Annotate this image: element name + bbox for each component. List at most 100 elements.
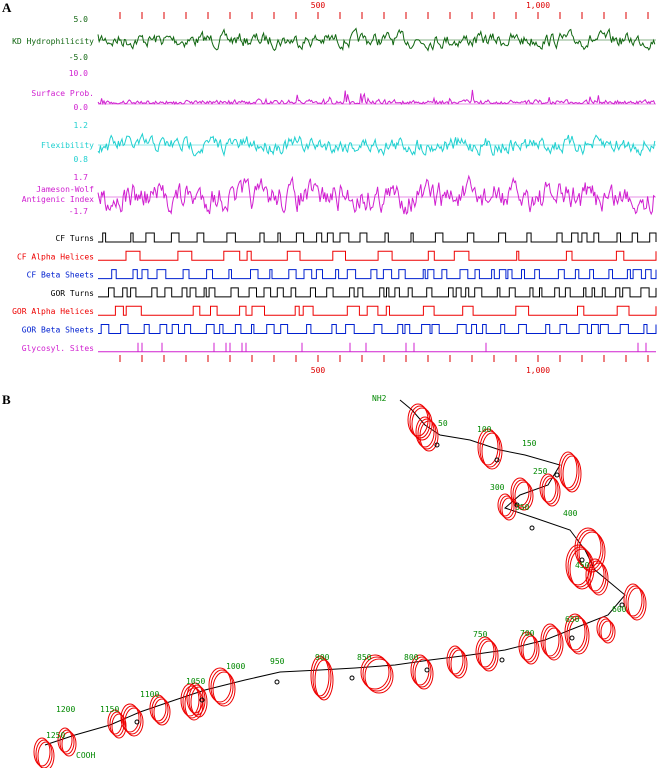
- helix: [562, 455, 582, 493]
- helix: [109, 711, 125, 737]
- track-label: CF Beta Sheets: [27, 271, 95, 280]
- helix: [310, 655, 330, 697]
- residue-label: 650: [565, 615, 580, 624]
- helix: [448, 647, 466, 677]
- scale-min: -1.7: [69, 207, 88, 216]
- axis-label: 1,000: [526, 366, 550, 375]
- helix: [541, 475, 559, 505]
- residue-label: 1050: [186, 677, 205, 686]
- residue-label: 1200: [56, 705, 75, 714]
- helix: [57, 727, 73, 753]
- trace: [97, 174, 656, 216]
- scale-max: 1.7: [74, 173, 89, 182]
- helix: [107, 709, 123, 735]
- helix: [520, 633, 538, 663]
- track-label: Surface Prob.: [31, 89, 94, 98]
- helix: [514, 481, 534, 511]
- structure: [98, 305, 657, 316]
- helix: [111, 713, 127, 739]
- helix: [212, 671, 236, 707]
- panel-label: A: [2, 0, 12, 15]
- helix: [477, 428, 499, 466]
- helix: [499, 495, 515, 519]
- helix: [180, 683, 200, 717]
- glyco: [199, 697, 205, 703]
- helix: [564, 613, 586, 651]
- glyco: [619, 602, 625, 608]
- helix: [539, 473, 557, 503]
- helix: [184, 687, 204, 721]
- helix: [61, 731, 77, 757]
- helix: [501, 497, 517, 521]
- residue-label: 300: [490, 483, 505, 492]
- trace: [97, 132, 656, 158]
- c-term: COOH: [76, 751, 95, 760]
- panel-label: B: [2, 392, 11, 407]
- track-label: CF Turns: [55, 234, 94, 243]
- helix: [414, 658, 434, 690]
- helix: [560, 453, 580, 491]
- helix: [510, 477, 530, 507]
- structure: [98, 232, 657, 243]
- helix: [479, 430, 501, 468]
- track-label: Antigenic Index: [22, 195, 94, 204]
- helix: [477, 638, 497, 670]
- helix: [518, 631, 536, 661]
- glyco: [494, 457, 500, 463]
- scale-max: 10.0: [69, 69, 88, 78]
- track-label: KD Hydrophilicity: [12, 37, 94, 46]
- helix: [566, 615, 588, 653]
- helix: [623, 583, 643, 617]
- helix: [565, 544, 591, 586]
- helix: [522, 635, 540, 665]
- structure: [98, 324, 657, 334]
- helix: [600, 620, 616, 644]
- structure: [98, 250, 657, 261]
- helix: [362, 656, 392, 692]
- residue-label: 1000: [226, 662, 245, 671]
- residue-label: 100: [477, 425, 492, 434]
- track-label: GOR Alpha Helices: [12, 307, 94, 316]
- helix: [587, 560, 607, 594]
- helix: [360, 654, 390, 690]
- helix: [33, 737, 51, 767]
- helix: [120, 703, 140, 733]
- helix: [479, 640, 499, 672]
- glyco: [499, 657, 505, 663]
- residue-label: 350: [515, 503, 530, 512]
- glyco: [134, 719, 140, 725]
- scale-max: 1.2: [74, 121, 89, 130]
- residue-label: 700: [520, 629, 535, 638]
- helix: [542, 625, 562, 659]
- scale-min: 0.8: [74, 155, 89, 164]
- helix: [446, 645, 464, 675]
- track-label: Jameson-Wolf: [36, 185, 94, 194]
- scale-min: -5.0: [69, 53, 88, 62]
- axis-label: 500: [311, 1, 326, 10]
- glyco: [514, 502, 520, 508]
- residue-label: 150: [522, 439, 537, 448]
- helix: [589, 562, 609, 596]
- helix: [512, 479, 532, 509]
- helix: [149, 694, 167, 722]
- helix: [558, 451, 578, 489]
- residue-label: 400: [563, 509, 578, 518]
- track-label: CF Alpha Helices: [17, 252, 94, 261]
- helix: [450, 649, 468, 679]
- helix: [574, 527, 602, 569]
- helix: [568, 617, 590, 655]
- residue-label: 800: [404, 653, 419, 662]
- helix: [543, 477, 561, 507]
- residue-label: 600: [612, 605, 627, 614]
- track-label: Flexibility: [41, 141, 94, 150]
- glyco: [349, 675, 355, 681]
- residue-label: 1250: [46, 731, 65, 740]
- residue-label: 900: [315, 653, 330, 662]
- helix: [124, 707, 144, 737]
- helix: [625, 585, 645, 619]
- helix: [208, 667, 232, 703]
- helix: [314, 659, 334, 701]
- helix: [153, 698, 171, 726]
- glyco: [434, 442, 440, 448]
- glyco: [569, 635, 575, 641]
